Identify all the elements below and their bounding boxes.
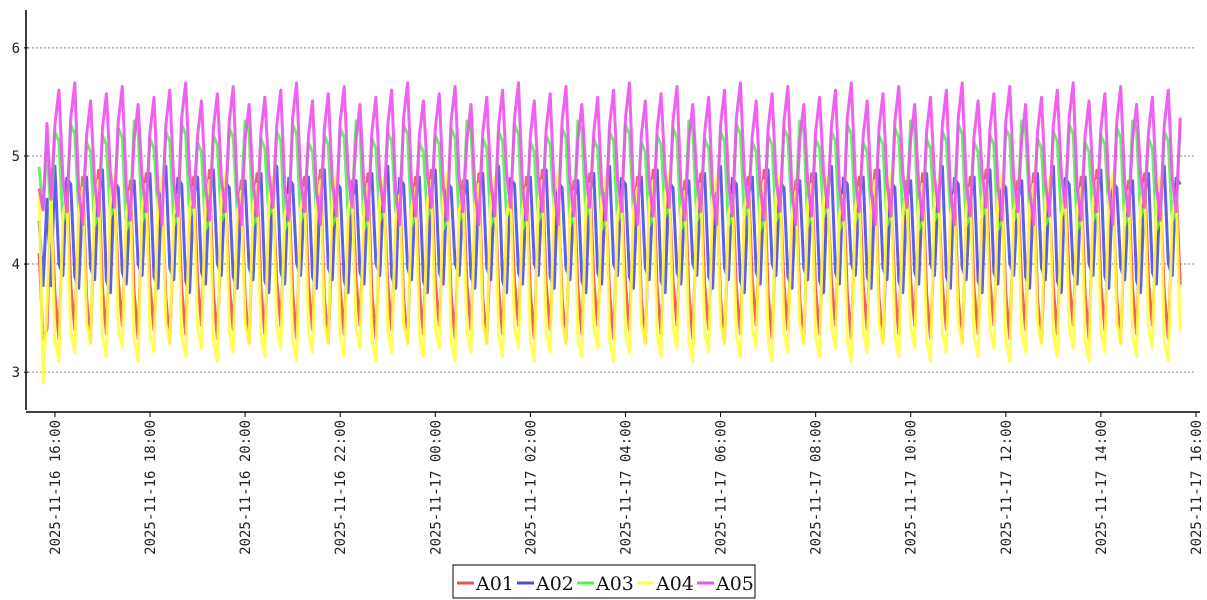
legend-label-a05: A05 [715, 573, 754, 595]
x-tick-label: 2025-11-17 12:00 [999, 420, 1015, 555]
x-tick-label: 2025-11-17 06:00 [714, 420, 730, 555]
y-tick-label: 6 [12, 41, 20, 57]
x-tick-label: 2025-11-16 22:00 [333, 420, 349, 555]
x-tick-label: 2025-11-16 20:00 [238, 420, 254, 555]
legend-label-a01: A01 [475, 573, 514, 595]
series-line-a04 [37, 172, 1182, 385]
x-tick-label: 2025-11-17 00:00 [428, 420, 444, 555]
legend-label-a02: A02 [535, 573, 574, 595]
x-tick-label: 2025-11-17 10:00 [904, 420, 920, 555]
y-tick-label: 5 [12, 149, 20, 165]
x-tick-label: 2025-11-17 02:00 [523, 420, 539, 555]
axes [25, 10, 1200, 413]
x-tick-label: 2025-11-16 18:00 [143, 420, 159, 555]
series-layer [37, 81, 1182, 385]
y-tick-label: 3 [12, 365, 20, 381]
y-axis-ticks: 3 4 5 6 [12, 41, 28, 381]
y-tick-label: 4 [12, 257, 20, 273]
x-tick-label: 2025-11-16 16:00 [48, 420, 64, 555]
legend-label-a04: A04 [655, 573, 694, 595]
x-tick-label: 2025-11-17 14:00 [1094, 420, 1110, 555]
x-tick-label: 2025-11-17 16:00 [1189, 420, 1205, 555]
legend: A01 A02 A03 A04 A05 [452, 564, 756, 599]
legend-label-a03: A03 [595, 573, 634, 595]
x-axis-ticks: 2025-11-16 16:00 2025-11-16 18:00 2025-11-… [48, 412, 1205, 555]
x-tick-label: 2025-11-17 08:00 [809, 420, 825, 555]
series-line-a02 [37, 164, 1182, 295]
x-tick-label: 2025-11-17 04:00 [618, 420, 634, 555]
series-line-a05 [37, 81, 1182, 227]
grid-lines [28, 47, 1196, 373]
